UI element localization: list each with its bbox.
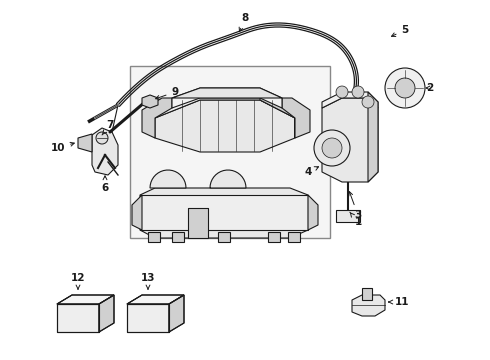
Polygon shape xyxy=(362,288,372,300)
Polygon shape xyxy=(368,92,378,182)
Polygon shape xyxy=(172,88,282,98)
Polygon shape xyxy=(99,295,114,332)
Polygon shape xyxy=(188,208,208,238)
Polygon shape xyxy=(78,134,92,152)
Text: 12: 12 xyxy=(71,273,85,289)
Polygon shape xyxy=(132,195,142,230)
Polygon shape xyxy=(172,88,282,108)
Polygon shape xyxy=(268,232,280,242)
Polygon shape xyxy=(282,98,310,138)
Polygon shape xyxy=(308,195,318,230)
Polygon shape xyxy=(155,100,295,152)
Polygon shape xyxy=(127,304,169,332)
Polygon shape xyxy=(155,95,295,118)
Text: 6: 6 xyxy=(101,176,109,193)
Circle shape xyxy=(336,86,348,98)
Text: 11: 11 xyxy=(389,297,409,307)
Polygon shape xyxy=(218,232,230,242)
Polygon shape xyxy=(140,188,308,238)
Text: 4: 4 xyxy=(304,167,319,177)
Text: 5: 5 xyxy=(392,25,409,36)
Polygon shape xyxy=(92,128,118,175)
Bar xyxy=(130,66,330,238)
Polygon shape xyxy=(169,295,184,332)
Circle shape xyxy=(314,130,350,166)
Polygon shape xyxy=(322,98,378,182)
Polygon shape xyxy=(150,170,186,188)
Circle shape xyxy=(352,86,364,98)
Text: 13: 13 xyxy=(141,273,155,289)
Text: 3: 3 xyxy=(349,192,362,220)
Polygon shape xyxy=(142,98,172,138)
Polygon shape xyxy=(210,170,246,188)
Polygon shape xyxy=(172,232,184,242)
Polygon shape xyxy=(336,210,360,222)
Polygon shape xyxy=(140,195,308,230)
Polygon shape xyxy=(148,232,160,242)
Polygon shape xyxy=(142,95,158,108)
Text: 8: 8 xyxy=(239,13,248,31)
Polygon shape xyxy=(288,232,300,242)
Polygon shape xyxy=(57,295,114,304)
Circle shape xyxy=(322,138,342,158)
Circle shape xyxy=(362,96,374,108)
Circle shape xyxy=(96,132,108,144)
Text: 2: 2 xyxy=(426,83,434,93)
Polygon shape xyxy=(352,295,385,316)
Text: 9: 9 xyxy=(156,87,178,99)
Circle shape xyxy=(385,68,425,108)
Polygon shape xyxy=(260,95,295,138)
Circle shape xyxy=(395,78,415,98)
Polygon shape xyxy=(127,295,184,304)
Polygon shape xyxy=(322,92,378,108)
Text: 1: 1 xyxy=(350,212,362,227)
Text: 10: 10 xyxy=(51,142,74,153)
Polygon shape xyxy=(57,304,99,332)
Text: 7: 7 xyxy=(102,120,114,135)
